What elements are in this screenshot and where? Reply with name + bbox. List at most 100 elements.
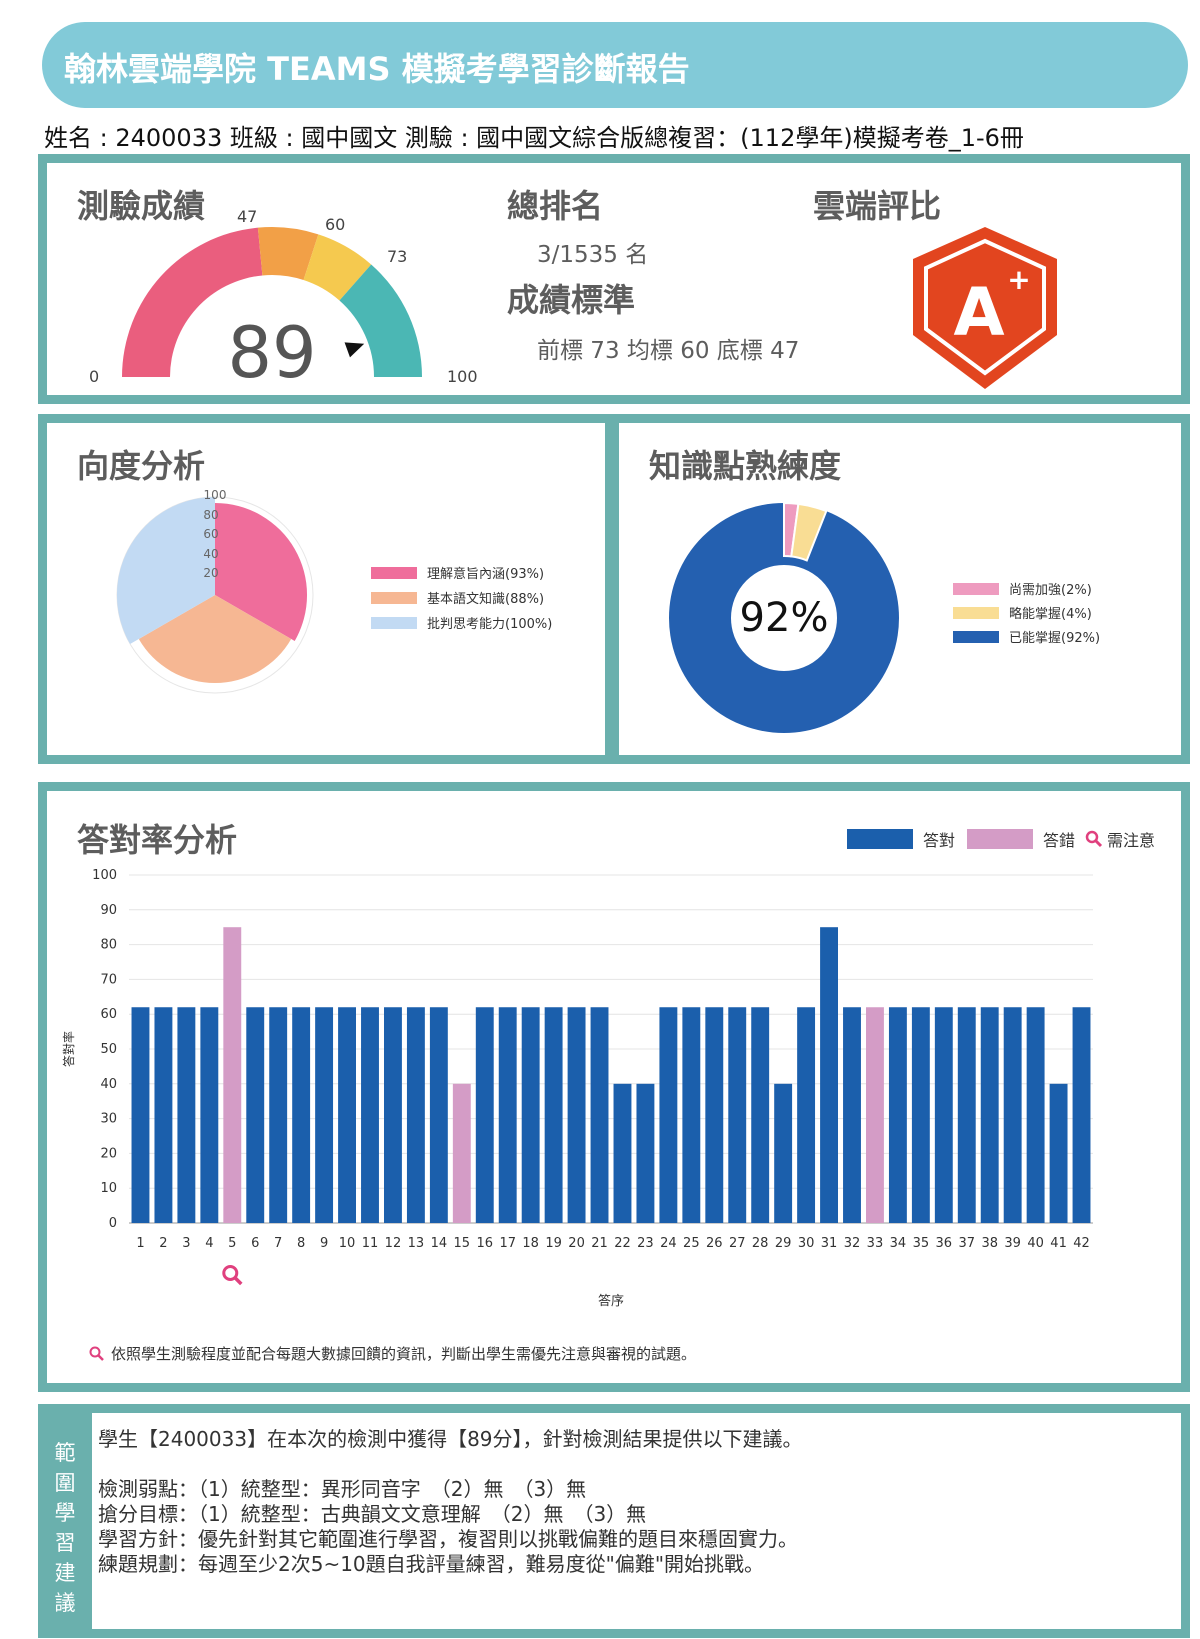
x-tick-label: 29 <box>775 1236 792 1251</box>
y-tick-label: 50 <box>100 1042 117 1057</box>
x-tick-label: 31 <box>821 1236 838 1251</box>
x-tick-label: 22 <box>614 1236 631 1251</box>
y-tick-label: 20 <box>100 1146 117 1161</box>
gauge-pointer <box>344 342 365 358</box>
advice-side-char: 範 <box>54 1441 76 1465</box>
bar <box>728 1007 747 1223</box>
gauge-label-min: 0 <box>89 367 100 386</box>
bar <box>315 1007 334 1223</box>
radar-tick: 20 <box>203 566 218 580</box>
bar <box>659 1007 678 1223</box>
x-tick-label: 30 <box>798 1236 815 1251</box>
bar <box>843 1007 861 1223</box>
y-tick-label: 0 <box>109 1216 117 1231</box>
x-tick-label: 14 <box>431 1236 448 1251</box>
bar-title: 答對率分析 <box>77 821 238 859</box>
magnifier-icon <box>89 1346 104 1361</box>
x-tick-label: 24 <box>660 1236 677 1251</box>
radar-tick: 80 <box>203 508 218 522</box>
y-tick-label: 70 <box>100 972 117 987</box>
bar-legend-correct: 答對 <box>847 827 955 851</box>
magnifier-icon <box>1085 830 1103 848</box>
bar <box>246 1007 265 1223</box>
bar <box>338 1007 356 1223</box>
bar <box>980 1007 999 1223</box>
bar <box>498 1007 517 1223</box>
bar <box>866 1007 884 1223</box>
x-tick-label: 18 <box>522 1236 539 1251</box>
bar <box>177 1007 196 1223</box>
advice-weakness: 檢測弱點：（1）統整型：異形同音字 （2）無 （3）無 <box>98 1477 587 1501</box>
rank-title: 總排名 <box>507 187 604 225</box>
bar <box>567 1007 586 1223</box>
x-tick-label: 33 <box>867 1236 884 1251</box>
x-tick-label: 23 <box>637 1236 654 1251</box>
bar <box>797 1007 816 1223</box>
advice-plan: 練題規劃：每週至少2次5~10題自我評量練習，難易度從"偏難"開始挑戰。 <box>98 1552 765 1576</box>
x-tick-label: 41 <box>1050 1236 1067 1251</box>
bar <box>1049 1083 1068 1223</box>
gauge-segment <box>257 227 319 280</box>
donut-slice-partial <box>790 502 828 562</box>
gauge-label-low: 47 <box>237 207 258 226</box>
cloud-title: 雲端評比 <box>813 187 942 225</box>
gauge-segment <box>339 264 422 377</box>
x-tick-label: 19 <box>545 1236 562 1251</box>
bar-legend-notice: 需注意 <box>1085 827 1155 851</box>
radar-legend-item: 基本語文知識(88%) <box>371 588 544 607</box>
x-tick-label: 4 <box>205 1236 213 1251</box>
x-tick-label: 39 <box>1004 1236 1021 1251</box>
donut-center-value: 92% <box>740 595 829 641</box>
advice-side-char: 建 <box>54 1561 76 1585</box>
bar <box>705 1007 724 1223</box>
advice-box: 學生【2400033】在本次的檢測中獲得【89分】，針對檢測結果提供以下建議。 … <box>92 1404 1190 1638</box>
bar <box>406 1007 425 1223</box>
x-tick-label: 2 <box>159 1236 167 1251</box>
bar <box>475 1007 494 1223</box>
bar <box>1072 1007 1091 1223</box>
bar <box>774 1083 793 1223</box>
bar <box>934 1007 953 1223</box>
bar <box>269 1007 288 1223</box>
x-tick-label: 9 <box>320 1236 328 1251</box>
knowledge-legend-item: 略能掌握(4%) <box>953 603 1092 622</box>
y-axis-label: 答對率 <box>61 1031 76 1067</box>
bar <box>223 927 242 1223</box>
score-value: 89 <box>227 312 316 394</box>
advice-strategy: 學習方針：優先針對其它範圍進行學習，複習則以挑戰偏難的題目來穩固實力。 <box>98 1527 798 1551</box>
score-panel: 測驗成績 47 60 73 0 100 89 總排名 3/1535 名 成績標準… <box>38 154 1190 404</box>
x-tick-label: 38 <box>981 1236 998 1251</box>
bar <box>521 1007 540 1223</box>
gauge-segment <box>122 227 263 377</box>
x-axis-label: 答序 <box>598 1293 624 1309</box>
y-tick-label: 80 <box>100 938 117 953</box>
bar <box>1026 1007 1045 1223</box>
standard-title: 成績標準 <box>507 281 636 319</box>
x-tick-label: 20 <box>568 1236 585 1251</box>
x-tick-label: 27 <box>729 1236 746 1251</box>
x-tick-label: 32 <box>844 1236 861 1251</box>
rank-value: 3/1535 名 <box>537 242 649 268</box>
x-tick-label: 21 <box>591 1236 608 1251</box>
grade-letter: A <box>953 274 1004 351</box>
bar <box>131 1007 150 1223</box>
gauge-label-mid: 60 <box>325 215 346 234</box>
bar <box>1003 1007 1022 1223</box>
x-tick-label: 6 <box>251 1236 259 1251</box>
advice-side-char: 學 <box>54 1501 76 1525</box>
bar <box>911 1007 930 1223</box>
bar <box>361 1007 379 1223</box>
bar <box>544 1007 563 1223</box>
x-tick-label: 17 <box>499 1236 516 1251</box>
a-plus-shield-icon: A + <box>913 227 1057 389</box>
x-tick-label: 40 <box>1027 1236 1044 1251</box>
gauge-segment <box>303 234 372 301</box>
bar-panel: 答對率分析 答對 答錯 需注意 0 10 20 30 40 50 60 70 80 90 100 1 2… <box>38 782 1190 1392</box>
radar-title: 向度分析 <box>77 447 206 485</box>
report-title-banner: 翰林雲端學院 TEAMS 模擬考學習診斷報告 <box>42 22 1188 108</box>
knowledge-panel: 知識點熟練度 92% 尚需加強(2%) 略能掌握(4%) 已能掌握(92%) <box>610 414 1190 764</box>
x-tick-label: 16 <box>476 1236 493 1251</box>
radar-panel: 向度分析 100 80 60 40 20 理解意旨內涵(93%) 基本語文知識(… <box>38 414 614 764</box>
y-tick-label: 10 <box>100 1181 117 1196</box>
